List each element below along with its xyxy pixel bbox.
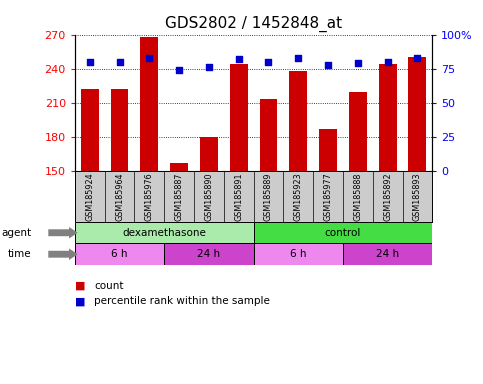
Text: GSM185976: GSM185976 <box>145 172 154 221</box>
Text: time: time <box>8 249 31 259</box>
Point <box>175 67 183 73</box>
Text: GSM185923: GSM185923 <box>294 172 303 221</box>
Text: GSM185888: GSM185888 <box>354 172 362 221</box>
Text: control: control <box>325 228 361 238</box>
Text: GSM185977: GSM185977 <box>324 172 332 221</box>
Point <box>86 59 94 65</box>
Text: 24 h: 24 h <box>376 249 399 259</box>
Text: GSM185890: GSM185890 <box>204 172 213 221</box>
Point <box>324 61 332 68</box>
Point <box>354 60 362 66</box>
Point <box>235 56 242 62</box>
Bar <box>81 89 99 171</box>
Bar <box>349 91 367 171</box>
Bar <box>254 243 343 265</box>
Point <box>384 59 392 65</box>
Text: GSM185892: GSM185892 <box>383 172 392 221</box>
Text: agent: agent <box>1 228 31 238</box>
Text: count: count <box>94 281 124 291</box>
Text: 6 h: 6 h <box>290 249 307 259</box>
Point <box>205 64 213 70</box>
Bar <box>343 243 432 265</box>
Text: ■: ■ <box>75 296 85 306</box>
Text: GSM185889: GSM185889 <box>264 172 273 221</box>
Text: GSM185891: GSM185891 <box>234 172 243 221</box>
Bar <box>379 64 397 171</box>
Text: GSM185924: GSM185924 <box>85 172 94 221</box>
Text: GSM185887: GSM185887 <box>175 172 184 221</box>
Point <box>265 59 272 65</box>
Bar <box>259 99 277 171</box>
Bar <box>254 222 432 243</box>
Text: dexamethasone: dexamethasone <box>122 228 206 238</box>
Text: GSM185893: GSM185893 <box>413 172 422 221</box>
Text: 24 h: 24 h <box>198 249 220 259</box>
Point <box>145 55 153 61</box>
Bar <box>75 243 164 265</box>
Bar <box>289 71 307 171</box>
Title: GDS2802 / 1452848_at: GDS2802 / 1452848_at <box>165 16 342 32</box>
Point <box>413 55 421 61</box>
Bar <box>230 64 248 171</box>
Text: GSM185964: GSM185964 <box>115 172 124 221</box>
Bar <box>319 129 337 171</box>
Bar <box>200 137 218 171</box>
Bar <box>75 222 254 243</box>
Bar <box>409 57 426 171</box>
Point <box>295 55 302 61</box>
Bar <box>164 243 254 265</box>
Bar <box>141 37 158 171</box>
Text: ■: ■ <box>75 281 85 291</box>
Bar <box>170 163 188 171</box>
Text: 6 h: 6 h <box>111 249 128 259</box>
Bar <box>111 89 128 171</box>
Text: percentile rank within the sample: percentile rank within the sample <box>94 296 270 306</box>
Point <box>116 59 124 65</box>
